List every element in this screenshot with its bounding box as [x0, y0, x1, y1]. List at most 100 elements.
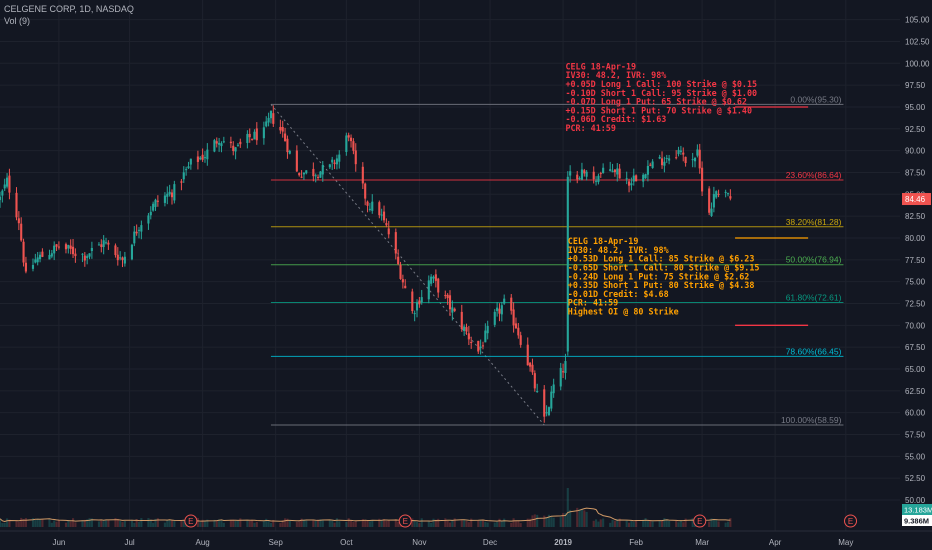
candle-body — [385, 223, 388, 226]
volume-bar — [152, 522, 155, 527]
candle — [196, 150, 199, 170]
candle — [481, 341, 485, 350]
candle-body — [50, 253, 53, 257]
candle-body — [152, 203, 155, 211]
candle-body — [646, 165, 649, 175]
annotation-line: -0.07D Long 1 Put: 65 Strike @ $0.62 — [565, 97, 747, 107]
volume-bar — [418, 523, 421, 527]
volume-bar — [446, 520, 449, 527]
volume-bar — [448, 522, 452, 527]
annotation-line: CELG 18-Apr-19 — [565, 61, 636, 71]
candle — [663, 156, 666, 173]
candle — [514, 317, 518, 329]
candle — [517, 323, 520, 339]
volume-bar — [345, 522, 348, 527]
volume-bar — [658, 520, 661, 527]
volume-bar — [543, 515, 546, 527]
time-tick-label: Apr — [769, 538, 782, 547]
candle — [248, 128, 251, 143]
earnings-event-label: E — [403, 517, 408, 526]
volume-bar — [712, 518, 715, 527]
time-tick-label: Nov — [412, 538, 426, 547]
time-axis[interactable]: Jun Jul Aug Sep Oct Nov Dec 2019 Feb Mar Apr May — [0, 530, 932, 547]
candle — [463, 324, 466, 336]
candle — [418, 296, 421, 308]
candle — [630, 177, 633, 191]
volume-bar — [267, 520, 270, 527]
candle-body — [166, 193, 169, 197]
earnings-event-icon[interactable]: E — [693, 514, 707, 528]
candle-body — [154, 199, 157, 208]
candle-body — [368, 208, 371, 210]
candle — [302, 172, 305, 180]
candle-body — [460, 311, 463, 330]
volume-bar — [595, 519, 598, 527]
candle-body — [597, 175, 600, 183]
volume-bar — [616, 518, 619, 527]
candle-body — [333, 162, 336, 164]
candle — [168, 184, 171, 197]
candle-body — [585, 171, 588, 177]
volume-bar — [562, 513, 565, 527]
candle — [349, 134, 353, 148]
candle — [611, 163, 614, 173]
candle-body — [182, 172, 185, 180]
candle — [698, 143, 701, 174]
candle — [712, 186, 715, 213]
earnings-event-icon[interactable]: E — [184, 514, 198, 528]
candle-body — [451, 307, 454, 313]
candle-body — [272, 113, 275, 124]
earnings-event-label: E — [697, 517, 702, 526]
volume-bar — [321, 520, 324, 527]
candle-body — [20, 223, 23, 241]
candle-body — [679, 150, 682, 152]
candle — [335, 154, 338, 170]
volume-bar — [420, 518, 423, 527]
candle — [220, 141, 223, 153]
volume-bar — [663, 518, 666, 527]
volume-bar — [53, 520, 56, 527]
earnings-event-icon[interactable]: E — [398, 514, 412, 528]
candle-body — [328, 164, 331, 168]
candle — [1, 189, 4, 203]
earnings-event-circle — [398, 514, 412, 528]
candle — [729, 189, 732, 201]
candle-body — [147, 215, 150, 224]
candle-body — [665, 158, 668, 160]
candle — [57, 241, 60, 250]
volume-bar — [651, 521, 654, 527]
annotation-line: IV30: 48.2, IVR: 98% — [565, 70, 666, 80]
candle-body — [279, 126, 282, 131]
candle-body — [415, 302, 419, 311]
candle — [533, 370, 536, 392]
volume-bar — [100, 520, 103, 527]
candle-body — [349, 137, 353, 142]
candle-body — [123, 256, 126, 264]
volume-bar — [17, 521, 20, 527]
candle-body — [649, 164, 652, 166]
annotation-line: -0.65D Short 1 Call: 80 Strike @ $9.15 — [568, 262, 760, 272]
volume-badge-bg — [902, 504, 932, 515]
fib-retracement[interactable]: 0.00%(95.30) 23.60%(86.64) 38.20%(81.28) 50… — [270, 94, 844, 426]
price-axis[interactable]: 105.00 102.50 100.00 97.50 95.00 92.50 90.00 87… — [900, 0, 932, 550]
candle-body — [399, 264, 402, 279]
volume-bar — [34, 520, 37, 527]
candle — [116, 247, 119, 266]
volume-bar — [31, 518, 35, 527]
earnings-event-icon[interactable]: E — [844, 514, 858, 528]
candle — [691, 152, 694, 168]
candle-body — [580, 169, 583, 180]
candle — [222, 136, 225, 144]
candle-body — [3, 184, 6, 189]
volume-bar — [6, 518, 9, 527]
candle-body — [404, 285, 407, 289]
candle-body — [281, 126, 284, 132]
volume-bar — [630, 520, 633, 527]
volume-indicator-label: Vol (9) — [4, 16, 31, 26]
candle-body — [335, 158, 338, 165]
earnings-event-circle — [844, 514, 858, 528]
volume-bar — [196, 518, 199, 527]
